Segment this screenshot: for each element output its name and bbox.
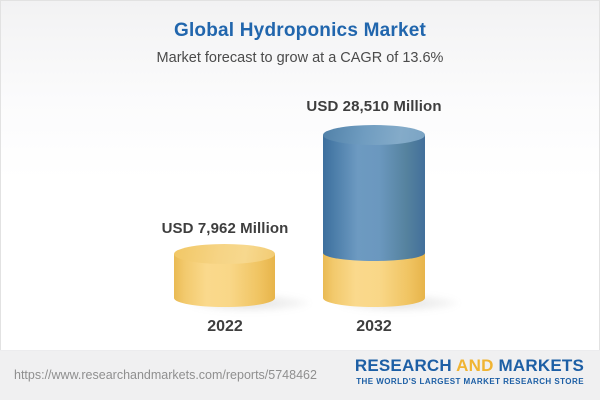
bar-2032-cylinder [323, 135, 425, 261]
logo-word-markets: MARKETS [493, 356, 584, 375]
axis-label-2022: 2022 [207, 318, 243, 335]
page-subtitle: Market forecast to grow at a CAGR of 13.… [156, 50, 444, 66]
axis-label-2032: 2032 [356, 318, 392, 335]
value-label-2022: USD 7,962 Million [161, 220, 289, 237]
report-url-link[interactable]: https://www.researchandmarkets.com/repor… [14, 368, 317, 382]
bar-2032-cylinder-top [323, 125, 425, 145]
logo-word-and: AND [456, 356, 494, 375]
page-title: Global Hydroponics Market [173, 20, 427, 41]
research-and-markets-logo: RESEARCH AND MARKETS THE WORLD'S LARGEST… [354, 356, 584, 386]
bar-2022-cylinder-top [174, 244, 275, 264]
footer-bar: https://www.researchandmarkets.com/repor… [0, 350, 600, 400]
value-label-2032: USD 28,510 Million [306, 98, 442, 115]
bar-chart: USD 7,962 Million USD 28,510 Million 202… [161, 98, 459, 335]
bar-2032-cylinder-base-segment [323, 253, 425, 307]
logo-tagline: THE WORLD'S LARGEST MARKET RESEARCH STOR… [356, 376, 584, 386]
logo-word-research: RESEARCH [354, 356, 457, 375]
logo-wordmark: RESEARCH AND MARKETS [354, 356, 584, 376]
